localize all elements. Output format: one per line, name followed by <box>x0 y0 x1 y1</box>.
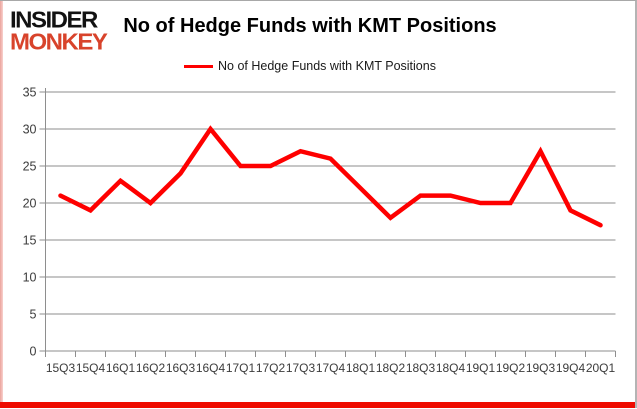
y-tick-label: 15 <box>23 234 37 248</box>
x-tick-label: 19Q2 <box>496 361 526 375</box>
x-tick-label: 20Q1 <box>586 361 616 375</box>
x-tick-label: 17Q2 <box>256 361 286 375</box>
x-tick-label: 16Q4 <box>196 361 226 375</box>
legend: No of Hedge Funds with KMT Positions <box>0 57 620 75</box>
x-tick-label: 19Q1 <box>466 361 496 375</box>
bottom-accent-stripe <box>0 402 635 408</box>
y-tick-label: 10 <box>23 271 37 285</box>
insider-monkey-logo: INSIDER MONKEY <box>10 7 135 56</box>
x-tick-label: 18Q2 <box>376 361 406 375</box>
x-tick-label: 17Q3 <box>286 361 316 375</box>
x-tick-label: 15Q3 <box>46 361 76 375</box>
x-tick-label: 17Q1 <box>226 361 256 375</box>
y-tick-label: 25 <box>23 160 37 174</box>
x-tick-label: 16Q3 <box>166 361 196 375</box>
x-tick-label: 18Q3 <box>406 361 436 375</box>
x-tick-label: 16Q2 <box>136 361 166 375</box>
x-tick-label: 18Q1 <box>346 361 376 375</box>
x-tick-label: 19Q4 <box>556 361 586 375</box>
x-tick-label: 15Q4 <box>76 361 106 375</box>
x-tick-label: 19Q3 <box>526 361 556 375</box>
legend-label: No of Hedge Funds with KMT Positions <box>218 59 436 73</box>
legend-line-swatch <box>184 64 214 68</box>
y-tick-label: 30 <box>23 123 37 137</box>
logo-word-monkey: MONKEY <box>10 29 108 56</box>
y-tick-label: 20 <box>23 197 37 211</box>
series-line <box>58 125 603 228</box>
logo-word-insider: INSIDER <box>10 7 98 34</box>
chart-title: No of Hedge Funds with KMT Positions <box>123 15 497 37</box>
y-tick-label: 5 <box>30 308 37 322</box>
y-tick-label: 35 <box>23 86 37 100</box>
x-tick-label: 16Q1 <box>106 361 136 375</box>
x-tick-label: 18Q4 <box>436 361 466 375</box>
y-tick-label: 0 <box>30 345 37 359</box>
left-accent-stripe <box>0 1 3 408</box>
x-tick-label: 17Q4 <box>316 361 346 375</box>
